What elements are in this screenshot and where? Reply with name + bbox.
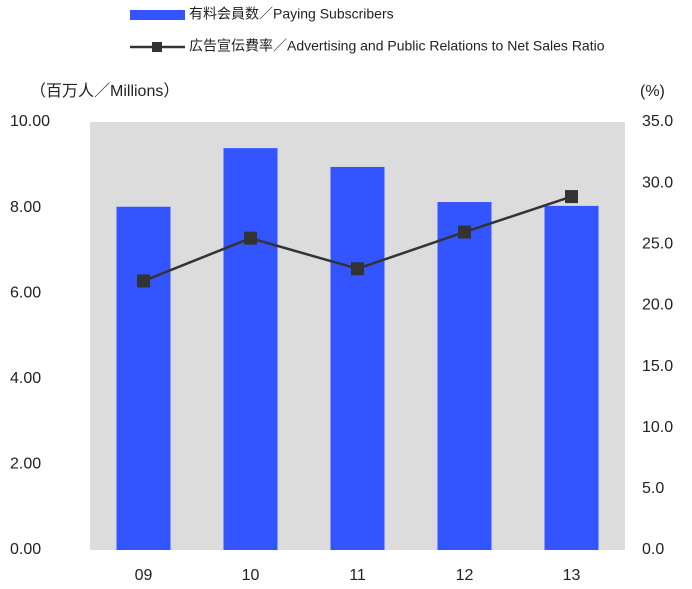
- x-tick-label: 09: [135, 567, 153, 584]
- y-tick-label: 4.00: [10, 370, 41, 387]
- x-tick-label: 10: [242, 567, 260, 584]
- bar: [223, 148, 278, 550]
- legend-swatch: [130, 10, 185, 20]
- bar: [330, 166, 385, 550]
- y-tick-label: 10.00: [10, 113, 50, 130]
- y-tick-label: 0.00: [10, 541, 41, 558]
- line-marker: [351, 262, 364, 276]
- x-tick-label: 11: [349, 567, 366, 584]
- y-axis-label: （百万人／Millions）: [30, 82, 179, 100]
- line-marker: [565, 190, 578, 204]
- y2-tick-label: 0.0: [642, 541, 664, 558]
- x-tick-label: 12: [456, 567, 474, 584]
- y2-axis-label: (%): [640, 83, 665, 100]
- line-marker: [244, 231, 257, 245]
- bar: [116, 206, 171, 550]
- y2-tick-label: 10.0: [642, 419, 673, 436]
- bar: [437, 202, 492, 550]
- y-tick-label: 6.00: [10, 284, 41, 301]
- legend-label: 広告宣伝費率／Advertising and Public Relations …: [189, 38, 605, 54]
- y2-tick-label: 35.0: [642, 113, 673, 130]
- y2-tick-label: 25.0: [642, 236, 673, 253]
- y-tick-label: 2.00: [10, 456, 41, 473]
- legend-marker: [152, 42, 162, 52]
- y2-tick-label: 20.0: [642, 297, 673, 314]
- line-marker: [137, 274, 150, 288]
- x-tick-label: 13: [563, 567, 581, 584]
- legend-label: 有料会員数／Paying Subscribers: [189, 6, 394, 22]
- y-tick-label: 8.00: [10, 199, 41, 216]
- y2-tick-label: 15.0: [642, 358, 673, 375]
- y2-tick-label: 5.0: [642, 480, 664, 497]
- line-marker: [458, 225, 471, 239]
- y2-tick-label: 30.0: [642, 174, 673, 191]
- bar: [544, 205, 599, 550]
